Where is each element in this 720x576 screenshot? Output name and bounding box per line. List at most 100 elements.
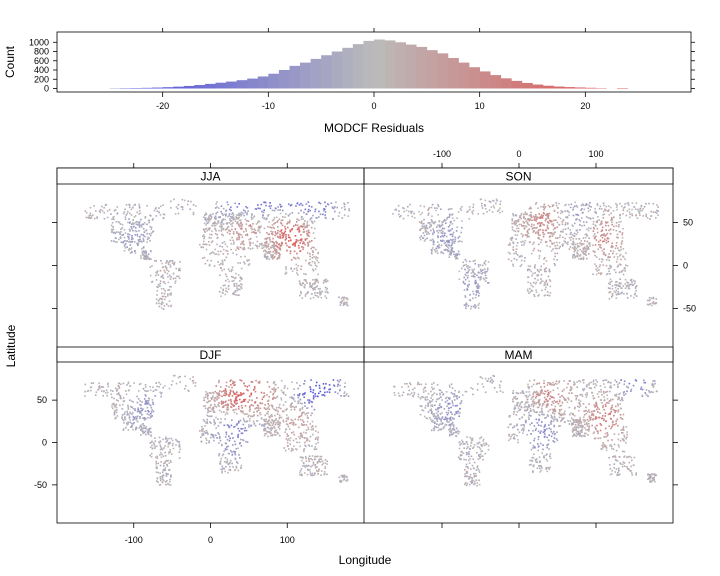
station-point xyxy=(224,418,226,420)
station-point xyxy=(221,245,224,248)
station-point xyxy=(155,260,158,262)
station-point xyxy=(578,435,581,437)
station-point xyxy=(617,433,620,436)
station-point xyxy=(579,248,582,251)
station-point xyxy=(456,226,459,229)
station-point xyxy=(649,303,651,305)
station-point xyxy=(461,220,463,222)
station-point xyxy=(538,222,540,224)
station-point xyxy=(474,259,476,262)
station-point xyxy=(223,460,226,463)
station-point xyxy=(119,236,122,238)
histogram-bar xyxy=(585,87,597,89)
station-point xyxy=(523,414,526,416)
station-point xyxy=(509,252,511,255)
station-point xyxy=(142,432,144,435)
station-point xyxy=(604,224,607,227)
station-point xyxy=(152,390,155,392)
station-point xyxy=(141,428,144,430)
station-point xyxy=(222,207,225,210)
station-point xyxy=(278,428,281,430)
station-point xyxy=(210,216,213,218)
station-point xyxy=(588,204,591,206)
station-point xyxy=(624,267,626,270)
station-point xyxy=(276,257,279,259)
station-point xyxy=(266,255,269,258)
station-point xyxy=(285,420,288,423)
station-point xyxy=(269,202,271,204)
station-point xyxy=(449,224,451,227)
station-point xyxy=(252,389,255,391)
station-point xyxy=(168,450,171,453)
station-point xyxy=(173,263,175,266)
station-point xyxy=(220,400,223,403)
station-point xyxy=(474,279,477,282)
station-point xyxy=(231,395,234,397)
station-point xyxy=(633,206,636,208)
station-point xyxy=(95,391,98,393)
station-point xyxy=(471,211,473,213)
station-point xyxy=(460,400,463,402)
station-point xyxy=(271,219,274,222)
station-point xyxy=(564,241,567,244)
station-point xyxy=(463,289,466,291)
station-point xyxy=(106,210,109,212)
station-point xyxy=(282,234,285,237)
station-point xyxy=(263,423,265,426)
station-point xyxy=(224,457,227,459)
station-point xyxy=(618,254,621,257)
station-point xyxy=(254,390,257,393)
station-point xyxy=(210,433,213,436)
station-point xyxy=(581,244,583,246)
station-point xyxy=(162,217,165,220)
station-point xyxy=(561,418,564,420)
station-point xyxy=(594,210,597,213)
station-point xyxy=(222,405,225,407)
station-point xyxy=(261,398,264,401)
station-point xyxy=(648,303,650,306)
station-point xyxy=(213,423,216,426)
station-point xyxy=(446,217,448,220)
station-point xyxy=(228,468,230,471)
station-point xyxy=(158,211,160,214)
station-point xyxy=(136,233,139,236)
station-point xyxy=(524,225,526,227)
station-point xyxy=(480,278,482,280)
station-point xyxy=(277,423,279,426)
station-point xyxy=(455,254,457,256)
station-point xyxy=(616,204,618,206)
station-point xyxy=(231,386,233,389)
station-point xyxy=(149,412,152,415)
station-point xyxy=(235,282,238,285)
station-point xyxy=(220,223,222,225)
station-point xyxy=(144,386,147,388)
station-point xyxy=(478,446,481,449)
station-point xyxy=(206,396,209,398)
station-point xyxy=(286,387,289,390)
station-point xyxy=(227,406,229,409)
station-point xyxy=(639,214,641,216)
station-point xyxy=(625,252,627,254)
station-point xyxy=(318,210,320,213)
station-point xyxy=(551,235,554,237)
station-point xyxy=(138,403,141,406)
station-point xyxy=(579,254,582,256)
station-point xyxy=(240,287,243,290)
station-point xyxy=(296,202,299,204)
station-point xyxy=(140,404,142,406)
station-point xyxy=(148,233,151,235)
station-point xyxy=(342,474,345,477)
station-point xyxy=(342,298,345,301)
station-point xyxy=(277,410,279,413)
station-point xyxy=(137,398,140,400)
station-point xyxy=(264,201,267,204)
station-point xyxy=(142,246,145,249)
station-point xyxy=(547,415,550,417)
station-point xyxy=(534,397,537,399)
station-point xyxy=(214,422,216,425)
station-point xyxy=(549,270,551,273)
station-point xyxy=(538,216,541,219)
station-point xyxy=(432,240,435,242)
station-point xyxy=(228,452,231,455)
station-point xyxy=(231,280,234,283)
